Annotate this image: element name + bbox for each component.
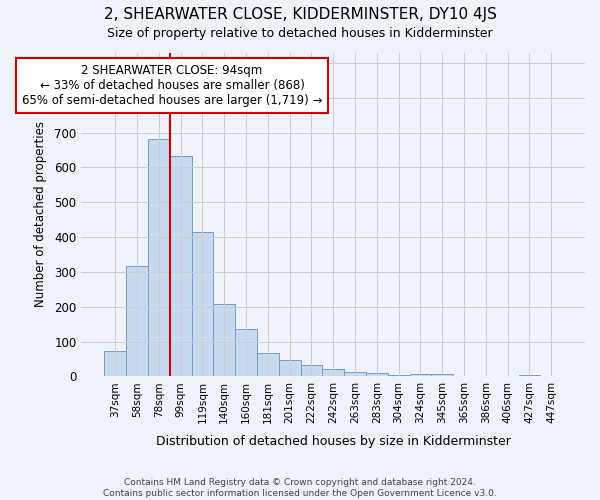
Bar <box>126 266 148 376</box>
Bar <box>257 352 279 376</box>
Bar <box>322 368 344 376</box>
Bar <box>301 365 322 376</box>
Text: 2, SHEARWATER CLOSE, KIDDERMINSTER, DY10 4JS: 2, SHEARWATER CLOSE, KIDDERMINSTER, DY10… <box>104 8 496 22</box>
Bar <box>104 352 126 376</box>
Bar <box>148 139 170 376</box>
Bar <box>410 374 431 376</box>
Bar <box>388 374 410 376</box>
Bar <box>279 360 301 376</box>
Bar <box>366 373 388 376</box>
Text: 2 SHEARWATER CLOSE: 94sqm
← 33% of detached houses are smaller (868)
65% of semi: 2 SHEARWATER CLOSE: 94sqm ← 33% of detac… <box>22 64 322 107</box>
X-axis label: Distribution of detached houses by size in Kidderminster: Distribution of detached houses by size … <box>156 434 511 448</box>
Text: Size of property relative to detached houses in Kidderminster: Size of property relative to detached ho… <box>107 28 493 40</box>
Text: Contains HM Land Registry data © Crown copyright and database right 2024.
Contai: Contains HM Land Registry data © Crown c… <box>103 478 497 498</box>
Bar <box>518 374 541 376</box>
Bar <box>170 156 191 376</box>
Bar <box>214 304 235 376</box>
Bar <box>191 232 214 376</box>
Y-axis label: Number of detached properties: Number of detached properties <box>34 122 47 308</box>
Bar <box>431 374 453 376</box>
Bar <box>235 330 257 376</box>
Bar <box>344 372 366 376</box>
